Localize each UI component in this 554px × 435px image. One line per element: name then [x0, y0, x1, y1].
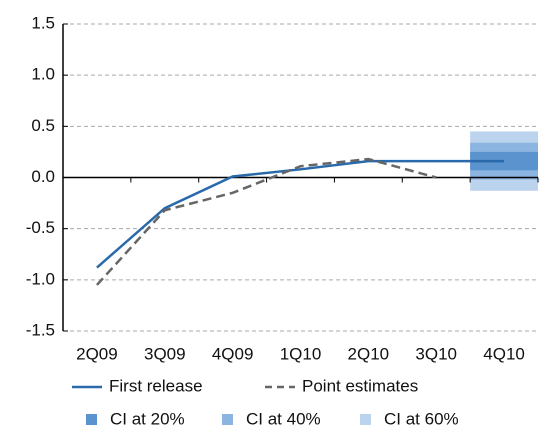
x-tick-label: 4Q09	[212, 344, 254, 363]
x-tick-label: 3Q10	[415, 344, 457, 363]
x-tick-label: 3Q09	[144, 344, 186, 363]
x-tick-label: 1Q10	[280, 344, 322, 363]
y-tick-label: 1.0	[31, 65, 55, 84]
legend-swatch	[222, 414, 233, 425]
x-tick-label: 2Q10	[348, 344, 390, 363]
legend-swatch	[360, 414, 371, 425]
x-tick-label: 4Q10	[483, 344, 525, 363]
x-tick-label: 2Q09	[76, 344, 118, 363]
series-line	[96, 159, 505, 269]
legend-label: CI at 60%	[384, 409, 459, 428]
series-line	[96, 157, 437, 286]
legend-label: Point estimates	[302, 376, 418, 395]
legend-label: CI at 20%	[110, 409, 185, 428]
y-tick-label: 0.5	[31, 116, 55, 135]
legend-label: CI at 40%	[246, 409, 321, 428]
y-tick-label: -1.5	[26, 320, 55, 339]
y-tick-label: 1.5	[31, 13, 55, 32]
y-tick-label: -1.0	[26, 269, 55, 288]
legend-swatch	[86, 414, 97, 425]
legend-label: First release	[109, 376, 203, 395]
y-tick-label: -0.5	[26, 218, 55, 237]
y-tick-label: 0.0	[31, 167, 55, 186]
